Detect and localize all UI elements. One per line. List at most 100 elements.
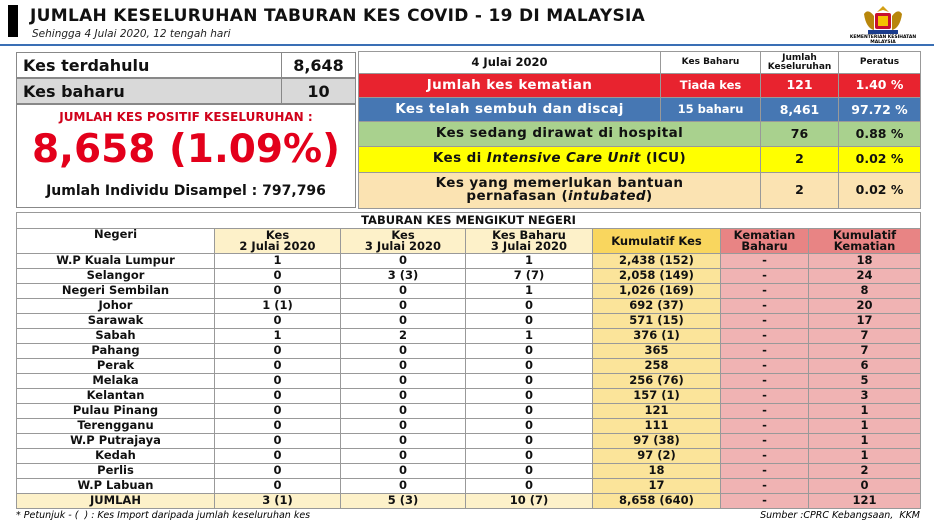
state-header-cell: Kumulatif Kematian (807, 228, 922, 254)
state-value: 2 (807, 463, 922, 479)
state-value: 0 (340, 418, 466, 434)
status-label-part: ) (645, 188, 653, 205)
state-row: Johor 1 (1) 0 0 692 (37) -20 (16, 298, 922, 314)
state-value: 0 (214, 478, 341, 494)
state-value: 0 (214, 343, 341, 359)
status-label-part: Intensive Care Unit (486, 150, 641, 167)
state-value: 0 (465, 373, 593, 389)
state-row: Pulau Pinang 0 0 0 121-1 (16, 403, 922, 419)
state-value: 256 (76) (592, 373, 721, 389)
state-value: 692 (37) (592, 298, 721, 314)
state-header-cell: Negeri (16, 228, 215, 254)
state-value: 0 (465, 403, 593, 419)
state-value: 258 (592, 358, 721, 374)
state-value: 0 (465, 313, 593, 329)
status-label-part: Kes di (432, 150, 487, 167)
state-value: - (720, 463, 809, 479)
state-value: 3 (807, 388, 922, 404)
status-total: 2 (760, 145, 839, 173)
state-value: 5 (3) (340, 493, 466, 509)
state-value: 0 (340, 433, 466, 449)
status-row: Jumlah kes kematian Tiada kes 121 1.40 % (358, 73, 921, 99)
state-value: 0 (465, 358, 593, 374)
state-value: 0 (465, 433, 593, 449)
state-value: 1 (807, 433, 922, 449)
status-table: 4 Julai 2020 Kes Baharu Jumlah Keseluruhan… (358, 50, 921, 210)
new-cases-label: Kes baharu (17, 79, 282, 103)
state-value: - (720, 358, 809, 374)
state-name: W.P Kuala Lumpur (16, 253, 215, 269)
state-value: - (720, 283, 809, 299)
state-value: 121 (807, 493, 922, 509)
status-header-cell: Peratus (838, 50, 921, 75)
state-value: 0 (214, 448, 341, 464)
state-value: 0 (465, 448, 593, 464)
state-value: 1 (807, 448, 922, 464)
state-value: 0 (214, 403, 341, 419)
status-header-cell: Jumlah Keseluruhan (760, 50, 839, 75)
state-value: 1,026 (169) (592, 283, 721, 299)
new-cases-box: Kes baharu 10 (16, 78, 356, 104)
page-title: JUMLAH KESELURUHAN TABURAN KES COVID - 1… (30, 6, 646, 26)
state-name: Pahang (16, 343, 215, 359)
state-value: 0 (214, 418, 341, 434)
state-value: 0 (465, 478, 593, 494)
state-value: 0 (340, 283, 466, 299)
status-row: Kes yang memerlukan bantuan pernafasan (… (358, 171, 921, 210)
status-percent: 0.02 % (838, 145, 921, 173)
footer-note: * Petunjuk - ( ) : Kes Import daripada j… (16, 510, 311, 521)
state-value: 0 (214, 388, 341, 404)
previous-cases-box: Kes terdahulu 8,648 (16, 52, 356, 78)
state-value: 18 (807, 253, 922, 269)
status-percent: 1.40 % (838, 73, 921, 99)
state-header-cell: Kes 2 Julai 2020 (214, 228, 341, 254)
state-value: - (720, 313, 809, 329)
state-value: 365 (592, 343, 721, 359)
state-value: 97 (2) (592, 448, 721, 464)
state-row: Kedah 0 0 0 97 (2) -1 (16, 448, 922, 464)
status-total: 8,461 (760, 97, 839, 123)
status-header-cell: Kes Baharu (660, 50, 761, 75)
status-header-cell: 4 Julai 2020 (358, 50, 661, 75)
logo-crest (864, 6, 902, 34)
state-value: 121 (592, 403, 721, 419)
state-table-body: TABURAN KES MENGIKUT NEGERI Negeri Kes 2 J… (15, 212, 922, 509)
status-label-part: (ICU) (640, 150, 687, 167)
state-name: Sabah (16, 328, 215, 344)
status-percent: 97.72 % (838, 97, 921, 123)
total-box: JUMLAH KES POSITIF KESELURUHAN : 8,658 (… (16, 104, 356, 208)
status-table-body: 4 Julai 2020 Kes Baharu Jumlah Keseluruhan… (358, 50, 921, 210)
header-rule (0, 44, 934, 46)
state-value: 3 (3) (340, 268, 466, 284)
state-value: 0 (465, 463, 593, 479)
state-value: - (720, 403, 809, 419)
state-value: - (720, 298, 809, 314)
state-name: Pulau Pinang (16, 403, 215, 419)
state-value: - (720, 373, 809, 389)
state-value: 5 (807, 373, 922, 389)
state-value: 17 (807, 313, 922, 329)
state-value: 0 (807, 478, 922, 494)
state-value: 2,438 (152) (592, 253, 721, 269)
state-value: 1 (465, 283, 593, 299)
state-value: 7 (807, 328, 922, 344)
state-name: Sarawak (16, 313, 215, 329)
state-row: W.P Kuala Lumpur 1 0 1 2,438 (152) -18 (16, 253, 922, 269)
status-label-part: Kes yang memerlukan bantuan pernafasan ( (435, 174, 684, 205)
state-value: - (720, 418, 809, 434)
state-row: Pahang 0 0 0 365-7 (16, 343, 922, 359)
state-value: 111 (592, 418, 721, 434)
state-value: 7 (7) (465, 268, 593, 284)
previous-cases-label: Kes terdahulu (17, 53, 282, 77)
state-value: 1 (1) (214, 298, 341, 314)
status-label: Kes yang memerlukan bantuan pernafasan (… (358, 171, 761, 210)
state-row: Terengganu 0 0 0 111-1 (16, 418, 922, 434)
state-value: 17 (592, 478, 721, 494)
state-table-title: TABURAN KES MENGIKUT NEGERI (15, 212, 922, 229)
state-value: 97 (38) (592, 433, 721, 449)
state-name: Selangor (16, 268, 215, 284)
state-name: W.P Labuan (16, 478, 215, 494)
state-row: Sabah 1 2 1 376 (1) -7 (16, 328, 922, 344)
state-value: - (720, 478, 809, 494)
